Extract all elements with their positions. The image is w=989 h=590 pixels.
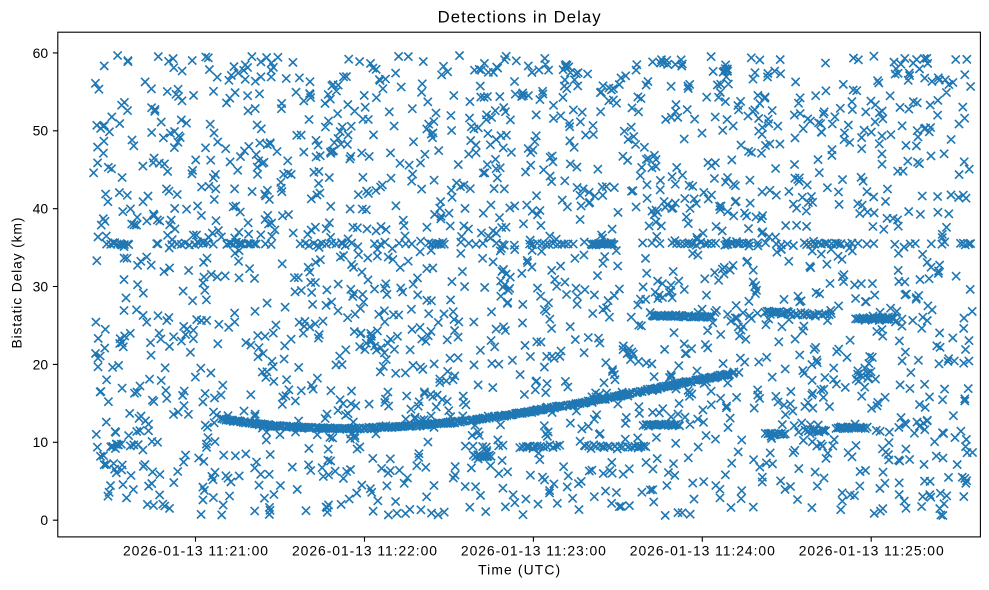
svg-text:2026-01-13 11:25:00: 2026-01-13 11:25:00 bbox=[799, 543, 944, 559]
svg-text:30: 30 bbox=[33, 278, 49, 294]
svg-text:10: 10 bbox=[33, 434, 49, 450]
svg-text:Detections in Delay: Detections in Delay bbox=[438, 7, 602, 26]
svg-text:2026-01-13 11:23:00: 2026-01-13 11:23:00 bbox=[461, 543, 606, 559]
svg-text:20: 20 bbox=[33, 356, 49, 372]
svg-text:0: 0 bbox=[40, 512, 48, 528]
svg-text:2026-01-13 11:24:00: 2026-01-13 11:24:00 bbox=[630, 543, 775, 559]
svg-text:2026-01-13 11:21:00: 2026-01-13 11:21:00 bbox=[123, 543, 268, 559]
svg-text:40: 40 bbox=[33, 201, 49, 217]
svg-text:Bistatic Delay (km): Bistatic Delay (km) bbox=[9, 218, 25, 349]
svg-text:50: 50 bbox=[33, 123, 49, 139]
svg-text:Time (UTC): Time (UTC) bbox=[478, 562, 560, 578]
svg-text:60: 60 bbox=[33, 45, 49, 61]
svg-text:2026-01-13 11:22:00: 2026-01-13 11:22:00 bbox=[292, 543, 437, 559]
